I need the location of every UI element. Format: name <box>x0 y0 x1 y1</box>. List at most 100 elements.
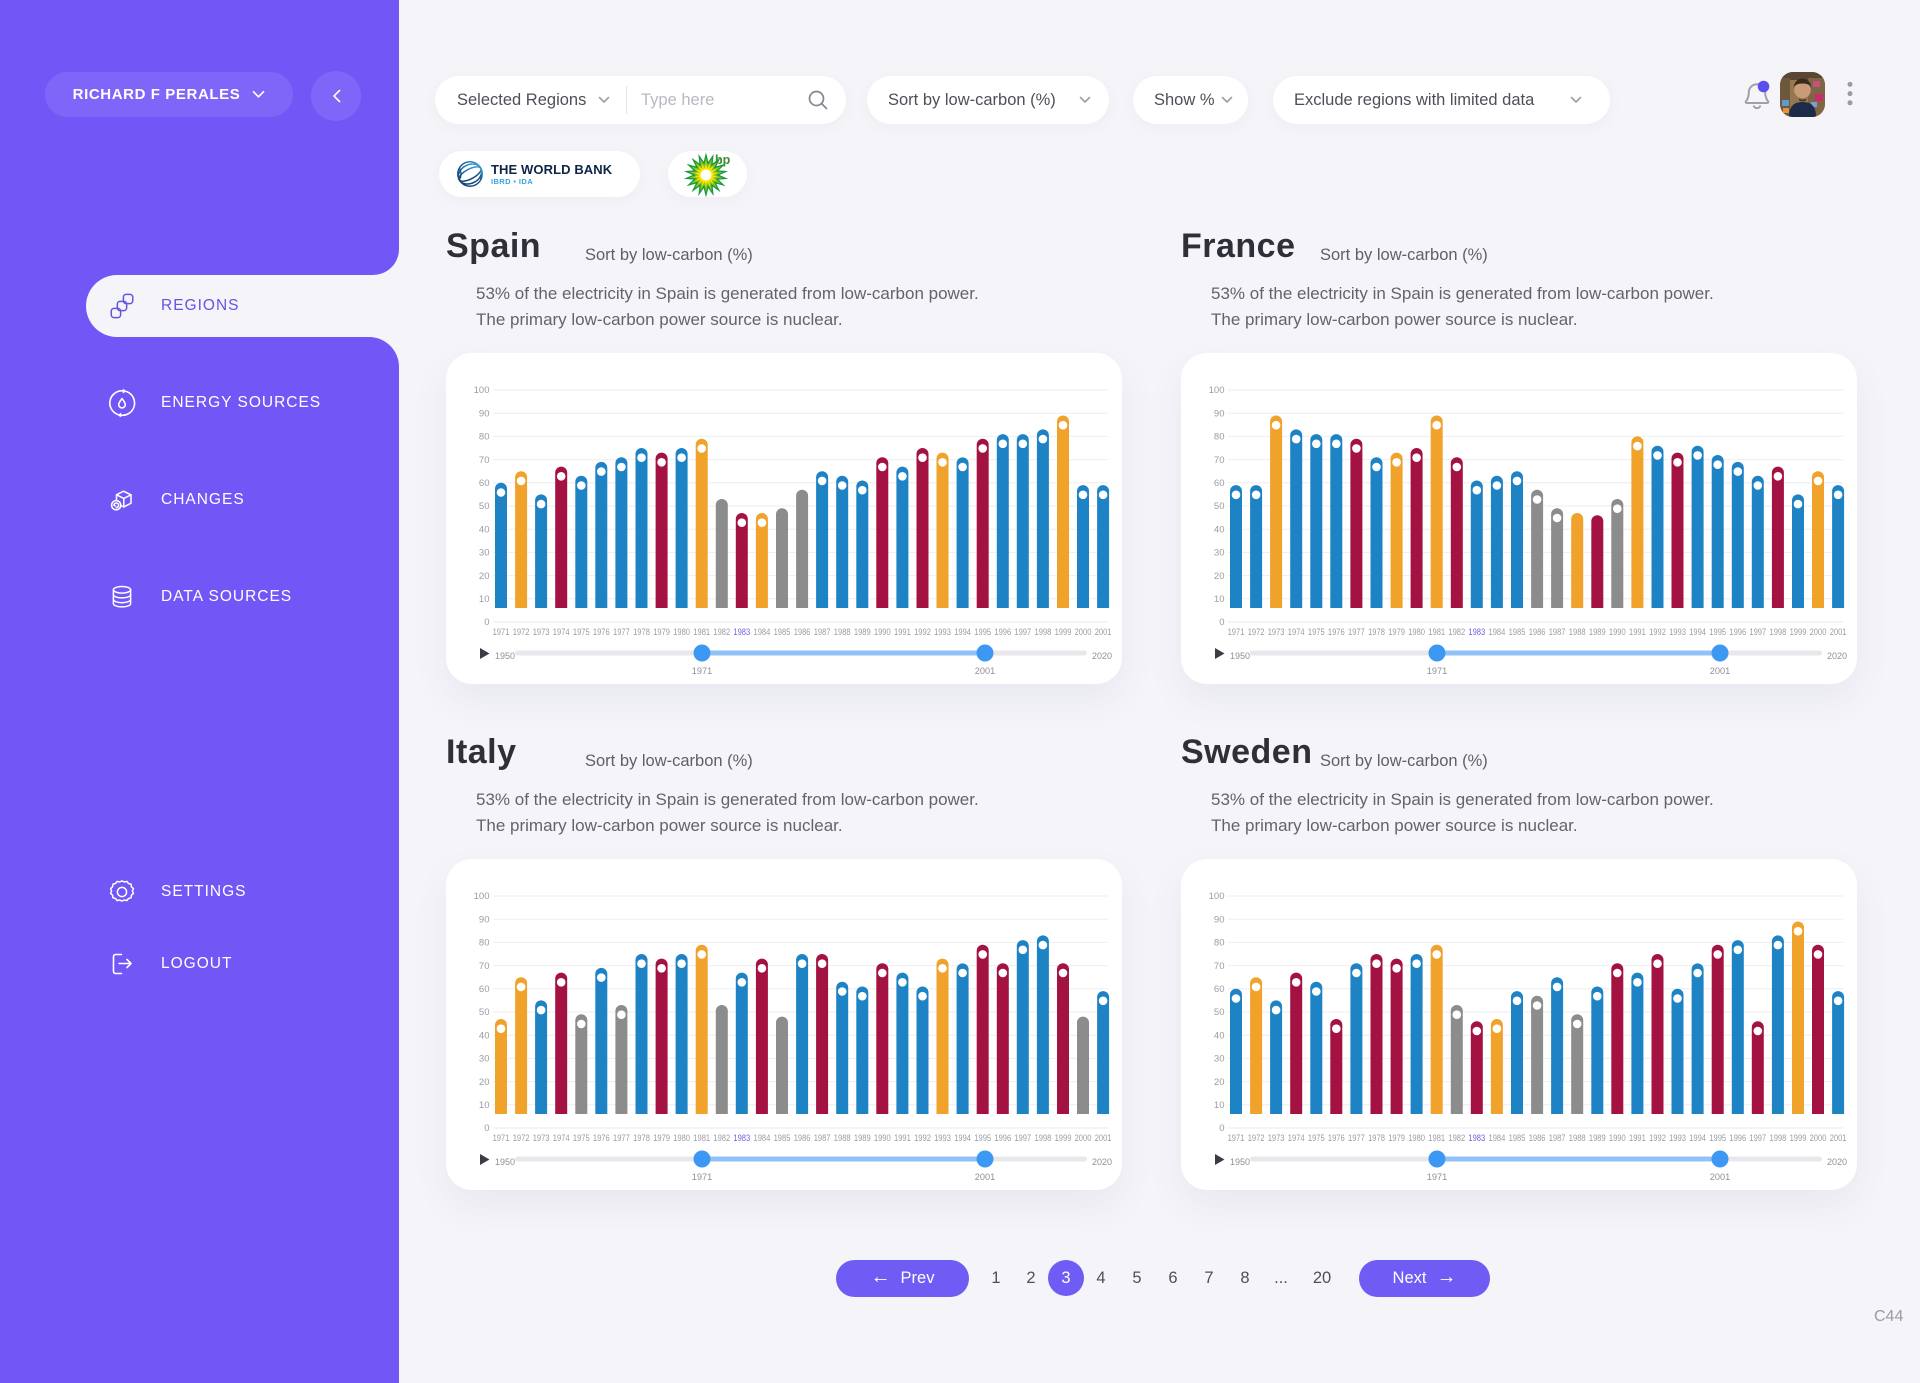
svg-text:1980: 1980 <box>673 1133 690 1143</box>
svg-text:1999: 1999 <box>1055 627 1072 637</box>
svg-text:70: 70 <box>479 455 490 466</box>
svg-text:1986: 1986 <box>1529 627 1546 637</box>
svg-text:20: 20 <box>1214 1077 1225 1088</box>
svg-text:2001: 2001 <box>1710 666 1730 676</box>
svg-text:1986: 1986 <box>794 1133 811 1143</box>
svg-text:1996: 1996 <box>994 1133 1011 1143</box>
svg-text:40: 40 <box>479 1030 490 1041</box>
svg-text:1981: 1981 <box>1428 1133 1445 1143</box>
svg-text:1983: 1983 <box>733 627 750 637</box>
svg-text:2000: 2000 <box>1075 627 1092 637</box>
svg-text:10: 10 <box>1214 594 1225 605</box>
svg-text:1974: 1974 <box>1288 627 1305 637</box>
svg-text:1972: 1972 <box>1248 627 1265 637</box>
svg-text:2001: 2001 <box>975 666 995 676</box>
svg-text:1989: 1989 <box>1589 1133 1606 1143</box>
svg-text:20: 20 <box>479 1077 490 1088</box>
svg-text:1979: 1979 <box>1388 1133 1405 1143</box>
svg-text:1979: 1979 <box>653 627 670 637</box>
svg-text:2001: 2001 <box>1830 627 1847 637</box>
svg-text:1950: 1950 <box>1230 651 1250 661</box>
svg-text:1988: 1988 <box>834 627 851 637</box>
svg-text:1971: 1971 <box>692 666 712 676</box>
svg-text:1991: 1991 <box>894 1133 911 1143</box>
svg-text:1971: 1971 <box>1228 1133 1245 1143</box>
svg-text:1974: 1974 <box>1288 1133 1305 1143</box>
svg-text:1977: 1977 <box>613 627 630 637</box>
svg-text:1994: 1994 <box>954 1133 971 1143</box>
svg-text:30: 30 <box>1214 548 1225 559</box>
svg-text:2020: 2020 <box>1827 651 1847 661</box>
svg-text:1985: 1985 <box>774 1133 791 1143</box>
svg-text:1973: 1973 <box>1268 627 1285 637</box>
svg-text:1993: 1993 <box>1669 1133 1686 1143</box>
svg-text:1983: 1983 <box>1468 627 1485 637</box>
svg-text:1974: 1974 <box>553 1133 570 1143</box>
svg-text:1990: 1990 <box>874 1133 891 1143</box>
svg-text:1950: 1950 <box>495 1157 515 1167</box>
svg-text:60: 60 <box>479 984 490 995</box>
svg-text:1992: 1992 <box>1649 1133 1666 1143</box>
svg-text:1996: 1996 <box>1729 627 1746 637</box>
svg-text:100: 100 <box>1209 385 1225 396</box>
svg-text:1992: 1992 <box>1649 627 1666 637</box>
svg-text:1987: 1987 <box>1549 1133 1566 1143</box>
svg-text:100: 100 <box>474 385 490 396</box>
svg-text:1999: 1999 <box>1790 1133 1807 1143</box>
svg-text:30: 30 <box>479 548 490 559</box>
svg-text:1976: 1976 <box>1328 1133 1345 1143</box>
svg-text:1995: 1995 <box>974 1133 991 1143</box>
svg-text:1982: 1982 <box>713 627 730 637</box>
svg-text:1950: 1950 <box>495 651 515 661</box>
svg-text:1983: 1983 <box>733 1133 750 1143</box>
svg-text:1985: 1985 <box>1509 627 1526 637</box>
svg-text:70: 70 <box>1214 961 1225 972</box>
svg-text:10: 10 <box>1214 1100 1225 1111</box>
svg-text:2001: 2001 <box>975 1172 995 1182</box>
svg-text:1985: 1985 <box>1509 1133 1526 1143</box>
svg-text:50: 50 <box>1214 501 1225 512</box>
svg-text:1971: 1971 <box>1228 627 1245 637</box>
svg-text:1989: 1989 <box>854 627 871 637</box>
svg-text:2020: 2020 <box>1827 1157 1847 1167</box>
svg-text:0: 0 <box>1219 617 1224 628</box>
svg-text:1981: 1981 <box>1428 627 1445 637</box>
svg-text:1971: 1971 <box>493 1133 510 1143</box>
svg-text:1995: 1995 <box>1709 627 1726 637</box>
svg-text:1992: 1992 <box>914 627 931 637</box>
svg-text:1982: 1982 <box>1448 627 1465 637</box>
svg-text:1987: 1987 <box>1549 627 1566 637</box>
svg-text:1991: 1991 <box>894 627 911 637</box>
svg-text:1985: 1985 <box>774 627 791 637</box>
svg-text:1997: 1997 <box>1014 1133 1031 1143</box>
svg-text:2000: 2000 <box>1075 1133 1092 1143</box>
svg-text:1997: 1997 <box>1014 627 1031 637</box>
svg-text:80: 80 <box>479 432 490 443</box>
svg-text:90: 90 <box>1214 914 1225 925</box>
svg-text:1971: 1971 <box>1427 666 1447 676</box>
svg-text:1994: 1994 <box>1689 1133 1706 1143</box>
svg-text:1992: 1992 <box>914 1133 931 1143</box>
svg-text:2020: 2020 <box>1092 1157 1112 1167</box>
svg-text:1977: 1977 <box>1348 627 1365 637</box>
svg-text:1998: 1998 <box>1035 1133 1052 1143</box>
svg-text:90: 90 <box>1214 408 1225 419</box>
svg-text:2000: 2000 <box>1810 1133 1827 1143</box>
svg-text:1972: 1972 <box>513 627 530 637</box>
svg-text:1971: 1971 <box>493 627 510 637</box>
svg-text:1979: 1979 <box>1388 627 1405 637</box>
svg-text:1990: 1990 <box>874 627 891 637</box>
svg-text:1978: 1978 <box>633 627 650 637</box>
svg-text:1950: 1950 <box>1230 1157 1250 1167</box>
svg-text:80: 80 <box>479 938 490 949</box>
svg-text:1989: 1989 <box>1589 627 1606 637</box>
svg-text:1977: 1977 <box>1348 1133 1365 1143</box>
svg-text:1971: 1971 <box>1427 1172 1447 1182</box>
svg-text:90: 90 <box>479 408 490 419</box>
svg-text:1996: 1996 <box>1729 1133 1746 1143</box>
svg-text:1972: 1972 <box>1248 1133 1265 1143</box>
svg-text:40: 40 <box>479 524 490 535</box>
svg-text:1994: 1994 <box>1689 627 1706 637</box>
svg-text:2001: 2001 <box>1710 1172 1730 1182</box>
svg-text:0: 0 <box>484 1123 489 1134</box>
